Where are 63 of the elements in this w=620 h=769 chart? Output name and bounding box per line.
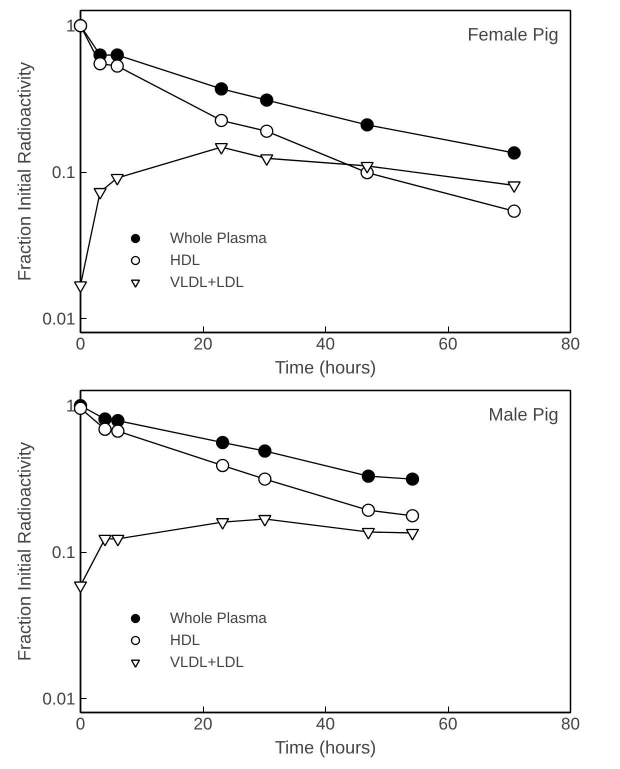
legend-label: HDL [170, 632, 200, 648]
x-tick-label: 0 [76, 334, 86, 354]
legend-label: Whole Plasma [170, 610, 267, 626]
point [93, 57, 107, 70]
annotation: Male Pig [488, 404, 558, 424]
x-tick-label: 80 [561, 334, 580, 354]
point [258, 444, 272, 458]
point [260, 154, 274, 166]
legend-label: Whole Plasma [170, 230, 267, 246]
x-tick-label: 20 [194, 334, 212, 354]
y-tick-label: 0.01 [42, 689, 76, 708]
point [508, 181, 521, 193]
point [362, 528, 376, 540]
point [508, 146, 521, 160]
x-tick-label: 0 [76, 714, 86, 734]
point [362, 504, 376, 517]
y-tick-label: 0.1 [52, 543, 76, 562]
point [216, 458, 230, 472]
legend-label: VLDL+LDL [170, 274, 244, 290]
legend-label: VLDL+LDL [170, 654, 244, 670]
legend-label: HDL [170, 252, 200, 268]
point [406, 509, 420, 522]
point [111, 534, 125, 546]
y-tick-label: 0.1 [52, 163, 76, 182]
point [406, 472, 420, 486]
point [111, 414, 125, 428]
point [214, 114, 228, 128]
point [110, 174, 124, 186]
x-tick-label: 40 [316, 714, 335, 734]
point [258, 514, 272, 527]
y-axis-title: Fraction Initial Radioactivity [14, 62, 34, 282]
point [508, 204, 521, 218]
point [74, 281, 88, 293]
annotation: Female Pig [467, 24, 559, 44]
x-tick-label: 40 [316, 334, 335, 354]
x-tick-label: 80 [561, 714, 580, 734]
point [406, 528, 420, 541]
point [216, 518, 230, 530]
point [216, 436, 230, 450]
x-axis-title: Time (hours) [274, 358, 376, 378]
point [360, 162, 374, 174]
point [98, 534, 112, 546]
point [111, 424, 125, 438]
point [260, 124, 274, 138]
y-axis-title: Fraction Initial Radioactivity [14, 442, 34, 662]
x-tick-label: 60 [438, 334, 458, 354]
point [214, 142, 228, 155]
x-axis-title: Time (hours) [274, 738, 376, 758]
point [74, 581, 88, 594]
point [93, 188, 107, 200]
point [362, 470, 376, 483]
point [110, 48, 124, 62]
point [98, 422, 112, 436]
y-tick-label: 1 [66, 16, 76, 36]
point [74, 402, 88, 415]
x-tick-label: 20 [194, 714, 212, 734]
point [360, 118, 374, 132]
point [258, 472, 272, 486]
x-tick-label: 60 [438, 714, 458, 734]
y-tick-label: 0.01 [42, 309, 76, 328]
point [260, 93, 274, 107]
point [214, 82, 228, 96]
point [110, 59, 124, 73]
